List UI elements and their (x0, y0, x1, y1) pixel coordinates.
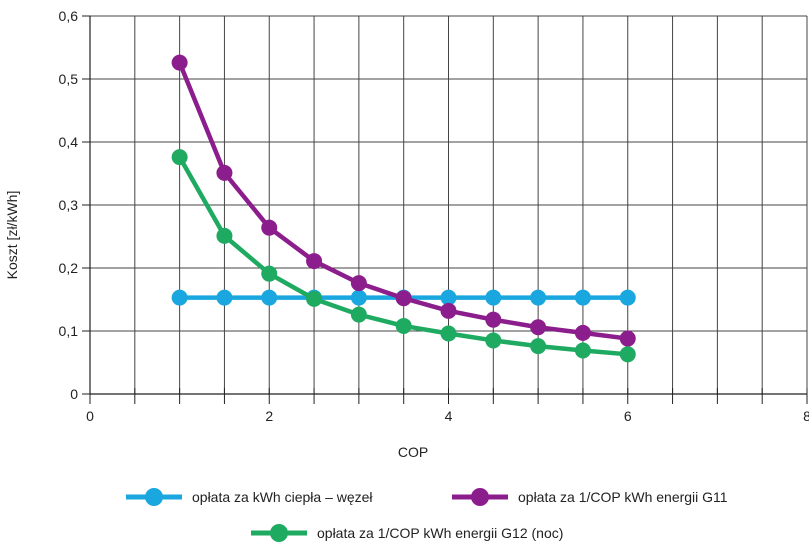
data-point (261, 265, 278, 282)
data-point (574, 324, 591, 341)
legend-item-node: opłata za kWh ciepła – węzeł (126, 488, 373, 506)
y-tick-label: 0 (70, 386, 78, 402)
data-point (216, 164, 233, 181)
x-tick-label: 6 (624, 408, 632, 424)
axes: 0 2 4 6 8 0 0,1 0,2 0,3 0,4 0,5 0,6 (59, 8, 809, 424)
data-point (440, 325, 457, 342)
data-point (619, 289, 636, 306)
data-point (485, 289, 502, 306)
y-tick-label: 0,5 (59, 71, 79, 87)
data-point (171, 149, 188, 166)
x-tick-label: 2 (265, 408, 273, 424)
legend-label: opłata za 1/COP kWh energii G12 (noc) (317, 525, 563, 541)
data-point (171, 289, 188, 306)
y-tick-label: 0,4 (59, 134, 79, 150)
legend-swatch-marker (145, 488, 163, 506)
data-point (530, 289, 547, 306)
legend-label: opłata za kWh ciepła – węzeł (192, 489, 373, 505)
x-tick-label: 0 (86, 408, 94, 424)
data-point (485, 332, 502, 349)
data-point (485, 311, 502, 328)
data-point (306, 290, 323, 307)
data-point (619, 346, 636, 363)
data-point (261, 219, 278, 236)
y-tick-label: 0,6 (59, 8, 79, 24)
y-tick-label: 0,2 (59, 260, 79, 276)
data-point (395, 317, 412, 334)
data-point (171, 54, 188, 71)
data-point (440, 302, 457, 319)
y-axis-title: Koszt [zł/kWh] (4, 191, 20, 280)
data-point (350, 289, 367, 306)
y-tick-label: 0,3 (59, 197, 79, 213)
data-point (574, 289, 591, 306)
data-point (530, 319, 547, 336)
series-lines (171, 54, 636, 363)
legend-swatch-marker (471, 488, 489, 506)
legend-label: opłata za 1/COP kWh energii G11 (518, 489, 728, 505)
data-point (440, 289, 457, 306)
data-point (574, 342, 591, 359)
data-point (350, 275, 367, 292)
data-point (619, 330, 636, 347)
x-tick-label: 8 (803, 408, 809, 424)
series-2 (171, 149, 636, 363)
legend-item-g11: opłata za 1/COP kWh energii G11 (452, 488, 728, 506)
data-point (306, 253, 323, 270)
data-point (530, 338, 547, 355)
legend: opłata za kWh ciepła – węzeł opłata za 1… (126, 488, 728, 542)
data-point (395, 290, 412, 307)
data-point (216, 227, 233, 244)
x-axis-title: COP (398, 444, 428, 460)
x-tick-label: 4 (445, 408, 453, 424)
y-tick-label: 0,1 (59, 323, 79, 339)
legend-item-g12: opłata za 1/COP kWh energii G12 (noc) (251, 524, 563, 542)
legend-swatch-marker (270, 524, 288, 542)
series-1 (171, 54, 636, 347)
data-point (261, 289, 278, 306)
data-point (216, 289, 233, 306)
data-point (350, 306, 367, 323)
axis-labels: COP Koszt [zł/kWh] (4, 191, 428, 460)
